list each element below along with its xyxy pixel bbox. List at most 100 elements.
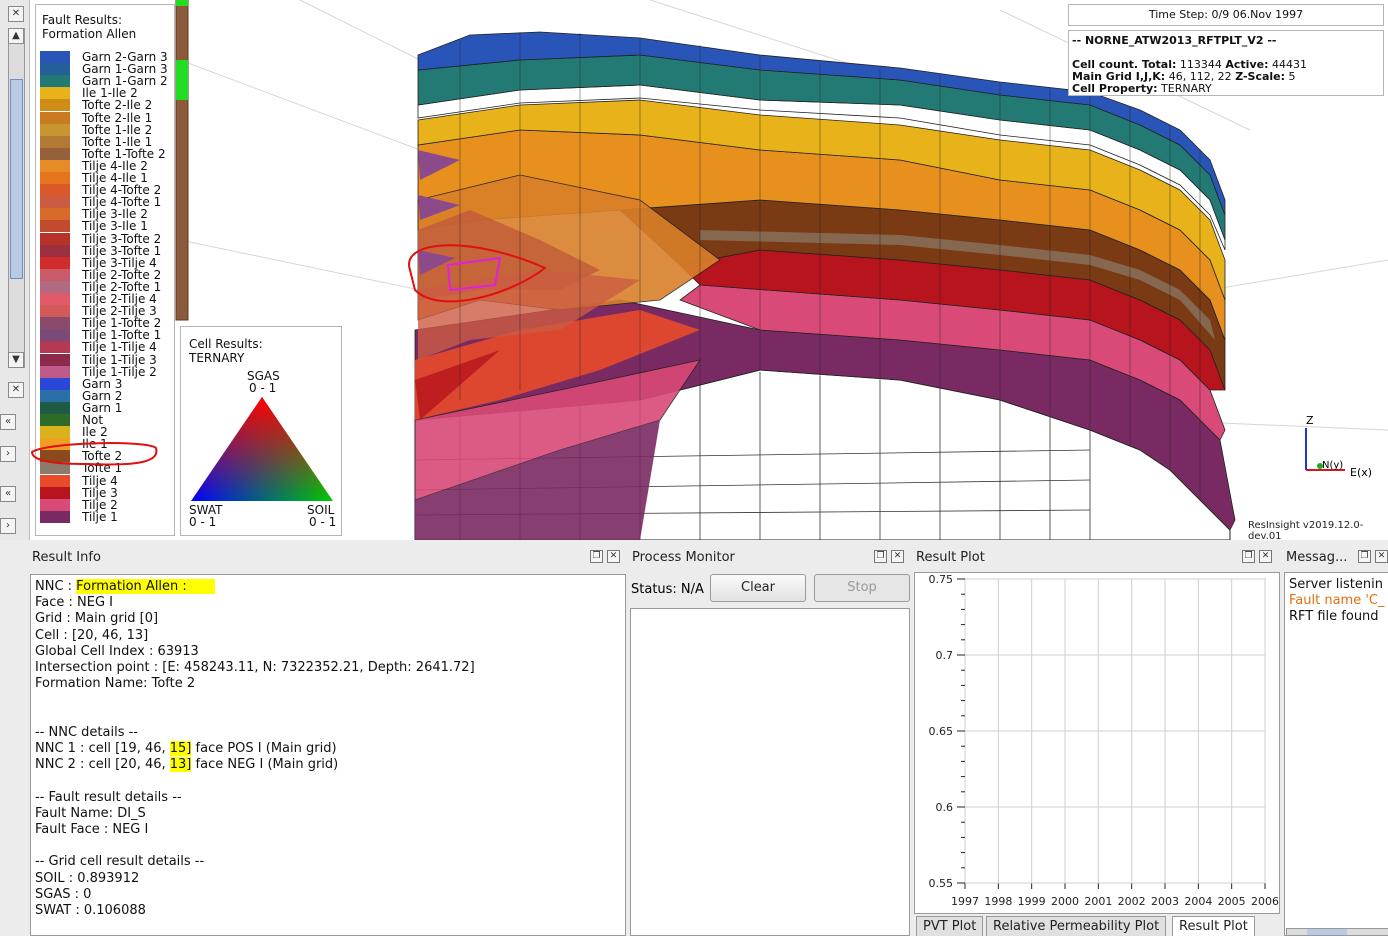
legend-item: Tilje 4-Ile 1 [40, 172, 148, 184]
panel-icon[interactable]: › [0, 518, 16, 534]
zscale-label: Z-Scale: [1235, 70, 1286, 83]
legend-label: Tilje 4-Tofte 2 [82, 183, 162, 198]
annotation-circle [408, 244, 547, 303]
horizontal-scrollbar[interactable] [1286, 928, 1388, 936]
process-log[interactable] [630, 608, 910, 936]
3d-viewport[interactable]: ✕ ▲ ▼ ✕ « › « › Fault Results: Formation… [0, 0, 1388, 540]
legend-item: Ile 2 [40, 426, 108, 439]
legend-swatch [40, 51, 70, 63]
legend-swatch [40, 329, 70, 342]
y-tick-label: 0.6 [936, 801, 954, 814]
close-icon[interactable]: ✕ [1259, 550, 1272, 563]
scrollbar-thumb[interactable] [1307, 929, 1347, 935]
vertical-scrollbar[interactable] [8, 28, 25, 368]
panel-icon[interactable]: › [0, 446, 16, 462]
close-icon[interactable]: ✕ [607, 550, 620, 563]
left-dock-strip: ✕ ▲ ▼ ✕ « › « › [0, 0, 30, 540]
scrollbar-thumb[interactable] [10, 79, 23, 279]
legend-swatch [40, 401, 70, 414]
scroll-down-icon[interactable]: ▼ [8, 352, 24, 368]
legend-item: Garn 2-Garn 3 [40, 51, 168, 63]
legend-swatch [40, 305, 70, 318]
result-info-line [35, 709, 621, 725]
float-icon[interactable]: ❐ [874, 550, 887, 563]
result-plot-chart[interactable]: 1997 1998 1999 2000 2001 2002 2003 2004 2005 2006… [915, 573, 1280, 913]
main-grid-label: Main Grid I,J,K: [1072, 70, 1166, 83]
message-warning-line: Fault name 'C_ [1289, 593, 1385, 608]
legend-label: Tilje 4-Ile 2 [82, 158, 148, 173]
result-info-text[interactable]: NNC : Formation Allen : Face : NEG I Grid … [30, 574, 626, 936]
tab-pvt-plot[interactable]: PVT Plot [916, 916, 984, 936]
result-info-line [35, 692, 621, 708]
close-icon[interactable]: ✕ [1375, 550, 1388, 563]
reservoir-3d-scene[interactable] [0, 0, 1388, 540]
legend-label: Tilje 1-Tofte 1 [82, 328, 162, 343]
result-info-line [35, 773, 621, 789]
x-tick-label: 2006 [1251, 895, 1279, 908]
nnc1-highlight: 15] [169, 741, 192, 756]
process-status: Status: N/A [631, 582, 704, 597]
messages-log[interactable]: Server listenin Fault name 'C_ RFT file fo… [1284, 572, 1388, 936]
tab-result-plot[interactable]: Result Plot [1172, 916, 1255, 936]
sgas-range: 0 - 1 [249, 381, 277, 395]
stop-button[interactable]: Stop [814, 574, 910, 602]
legend-label: Tilje 4 [82, 473, 118, 488]
legend-item: Tilje 1-Tilje 4 [40, 341, 157, 354]
legend-swatch [40, 256, 70, 269]
legend-item: Tilje 1-Tofte 1 [40, 328, 162, 343]
legend-label: Ile 1-Ile 2 [82, 86, 138, 101]
close-icon[interactable]: ✕ [891, 550, 904, 563]
legend-item: Tilje 3-Tilje 4 [40, 256, 157, 269]
nnc2-highlight: 13] [169, 757, 192, 773]
close-icon[interactable]: ✕ [8, 6, 24, 22]
nnc1-pre: NNC 1 : cell [19, 46, [35, 741, 170, 756]
axis-z-label: Z [1306, 414, 1314, 427]
clear-button[interactable]: Clear [710, 574, 806, 602]
cell-results-legend: Cell Results: TERNARY SGAS 0 - 1 SWAT 0 … [180, 326, 342, 536]
messages-title: Messag... [1286, 550, 1348, 565]
ternary-triangle [191, 397, 333, 501]
legend-label: Tofte 2-Ile 2 [82, 98, 153, 113]
expand-icon[interactable]: « [0, 486, 16, 502]
x-tick-label: 2003 [1151, 895, 1179, 908]
legend-swatch [40, 147, 70, 160]
float-icon[interactable]: ❐ [590, 550, 603, 563]
legend-item: Tofte 2 [40, 450, 122, 463]
x-tick-label: 2004 [1184, 895, 1212, 908]
nnc2-pre: NNC 2 : cell [20, 46, [35, 757, 170, 773]
close-icon[interactable]: ✕ [8, 382, 24, 398]
legend-swatch [40, 450, 70, 463]
legend-label: Tilje 1 [82, 509, 118, 524]
nnc-prefix: NNC : [35, 579, 77, 594]
legend-item: Tofte 1-Tofte 2 [40, 146, 166, 161]
float-icon[interactable]: ❐ [1358, 550, 1371, 563]
fault-results-legend: Fault Results: Formation Allen Garn 2-Ga… [35, 4, 175, 536]
scroll-up-icon[interactable]: ▲ [8, 28, 24, 44]
legend-label: Tofte 1-Tofte 2 [82, 146, 166, 161]
legend-label: Tofte 1-Ile 2 [82, 122, 153, 137]
timestep-box: Time Step: 0/9 06.Nov 1997 [1068, 4, 1384, 26]
legend-swatch [40, 486, 70, 499]
soil-range: 0 - 1 [309, 515, 337, 529]
process-monitor-panel: Process Monitor ❐ ✕ Status: N/A Clear St… [628, 544, 912, 936]
plot-area[interactable]: 1997 1998 1999 2000 2001 2002 2003 2004 2005 2006… [914, 572, 1280, 914]
legend-swatch [40, 135, 70, 148]
legend-label: Tilje 3-Ile 1 [82, 219, 148, 234]
nnc2-post: face NEG I (Main grid) [191, 757, 339, 773]
legend-label: Tilje 2-Tilje 3 [82, 304, 157, 319]
legend-swatch [40, 208, 70, 221]
result-info-line: Intersection point : [E: 458243.11, N: 7… [35, 660, 475, 676]
legend-item: Tilje 4-Ile 2 [40, 158, 148, 173]
legend-swatch [40, 474, 70, 487]
float-icon[interactable]: ❐ [1242, 550, 1255, 563]
expand-icon[interactable]: « [0, 414, 16, 430]
legend-swatch [40, 87, 70, 100]
legend-item: Tilje 2-Tofte 2 [40, 268, 161, 281]
soil-label: SOIL [307, 503, 335, 517]
result-info-line: SWAT : 0.106088 [35, 903, 146, 918]
tab-relative-permeability-plot[interactable]: Relative Permeability Plot [986, 916, 1167, 936]
legend-item: Garn 3 [40, 377, 122, 390]
timestep-label: Time Step: 0/9 06.Nov 1997 [1148, 8, 1304, 21]
fault-legend-title: Fault Results: Formation Allen [42, 13, 136, 41]
legend-item: Tilje 3-Tofte 2 [40, 232, 161, 245]
